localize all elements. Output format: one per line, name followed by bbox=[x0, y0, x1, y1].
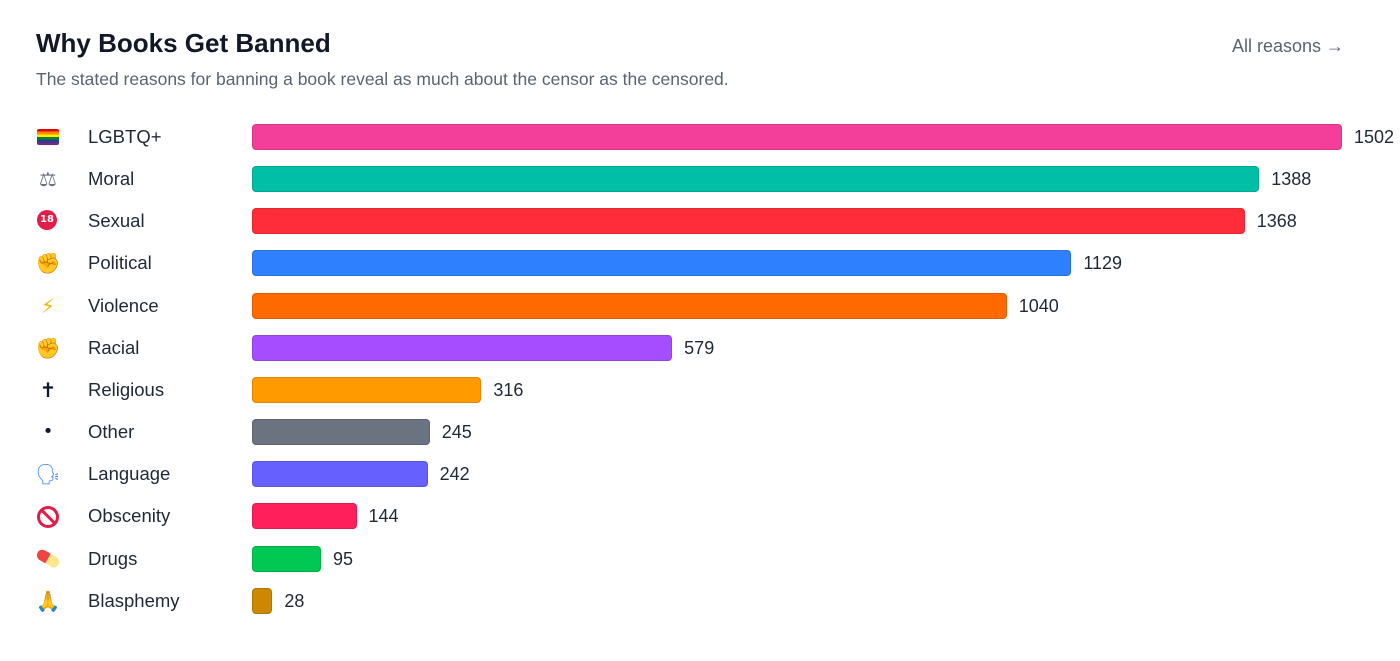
bar[interactable] bbox=[252, 166, 1260, 193]
bar-label: Blasphemy bbox=[88, 589, 180, 611]
bar-row-violence: ⚡ Violence 1040 bbox=[0, 285, 1400, 327]
bar[interactable] bbox=[252, 545, 321, 572]
raised-fist-dark-icon: ✊ bbox=[35, 335, 61, 360]
bar-value-label: 144 bbox=[368, 506, 399, 527]
bar-row-other: • Other 245 bbox=[0, 411, 1400, 453]
bar-label: Drugs bbox=[88, 547, 138, 569]
bar-row-drugs: Drugs 95 bbox=[0, 538, 1400, 580]
bar[interactable] bbox=[252, 461, 428, 488]
chart-subtitle: The stated reasons for banning a book re… bbox=[36, 69, 729, 89]
bar[interactable] bbox=[252, 334, 673, 361]
all-reasons-link[interactable]: All reasons → bbox=[1231, 36, 1344, 56]
bar-row-language: 🗣 Language 242 bbox=[0, 453, 1400, 495]
bar[interactable] bbox=[252, 250, 1072, 277]
bar-value-label: 1040 bbox=[1018, 295, 1059, 316]
bar-row-blasphemy: 🙏 Blasphemy 28 bbox=[0, 580, 1400, 622]
bar-value-label: 1368 bbox=[1256, 211, 1297, 232]
bar-value-label: 316 bbox=[493, 379, 524, 400]
bar-value-label: 1388 bbox=[1271, 169, 1312, 190]
chart-title: Why Books Get Banned bbox=[36, 28, 331, 58]
bar-label: Political bbox=[88, 252, 152, 274]
bar-row-religious: ✝ Religious 316 bbox=[0, 369, 1400, 411]
bullet-icon: • bbox=[42, 421, 54, 443]
bar-value-label: 1502 bbox=[1354, 127, 1395, 147]
bar[interactable] bbox=[252, 376, 482, 403]
prohibited-icon bbox=[37, 506, 59, 529]
bar-label: Obscenity bbox=[88, 505, 171, 527]
bar[interactable] bbox=[252, 292, 1007, 319]
raised-fist-icon: ✊ bbox=[35, 251, 61, 276]
speaking-head-icon: 🗣 bbox=[35, 462, 61, 487]
bar-row-obscenity: Obscenity 144 bbox=[0, 495, 1400, 537]
bar-label: Other bbox=[88, 421, 135, 443]
bar-value-label: 1129 bbox=[1083, 253, 1123, 274]
bar-row-moral: ⚖ Moral 1388 bbox=[0, 158, 1400, 200]
bar-label: LGBTQ+ bbox=[88, 126, 162, 147]
bar-row-sexual: 18 Sexual 1368 bbox=[0, 200, 1400, 242]
cross-icon: ✝ bbox=[39, 377, 57, 402]
bar-label: Racial bbox=[88, 336, 140, 358]
bar-row-lgbtq-: LGBTQ+ 1502 bbox=[0, 116, 1400, 158]
bar-label: Language bbox=[88, 463, 171, 485]
bar-row-racial: ✊ Racial 579 bbox=[0, 327, 1400, 369]
bar-row-political: ✊ Political 1129 bbox=[0, 242, 1400, 284]
bar-label: Religious bbox=[88, 378, 165, 400]
bar-label: Violence bbox=[88, 294, 159, 316]
bar-value-label: 28 bbox=[284, 590, 305, 611]
bar[interactable] bbox=[252, 208, 1245, 235]
bar-chart: LGBTQ+ 1502 ⚖ Moral 1388 18 Sexual 1368 ✊ Politic… bbox=[0, 116, 1400, 626]
folded-hands-icon: 🙏 bbox=[35, 588, 61, 613]
lightning-icon: ⚡ bbox=[40, 293, 56, 318]
no-under-18-icon: 18 bbox=[37, 210, 57, 231]
bar-label: Moral bbox=[88, 168, 135, 190]
balance-scale-icon: ⚖ bbox=[39, 167, 57, 192]
bar-value-label: 242 bbox=[439, 464, 470, 485]
bar[interactable] bbox=[252, 503, 357, 530]
bar-value-label: 245 bbox=[441, 422, 472, 443]
bar-value-label: 579 bbox=[684, 337, 715, 358]
rainbow-flag-icon bbox=[37, 129, 59, 145]
pill-icon bbox=[34, 547, 62, 569]
bar[interactable] bbox=[252, 419, 430, 446]
bar[interactable] bbox=[252, 124, 1342, 150]
chart-header: Why Books Get Banned The stated reasons … bbox=[36, 24, 1344, 104]
bar[interactable] bbox=[252, 587, 273, 614]
bar-value-label: 95 bbox=[332, 548, 353, 569]
bar-label: Sexual bbox=[88, 210, 145, 232]
